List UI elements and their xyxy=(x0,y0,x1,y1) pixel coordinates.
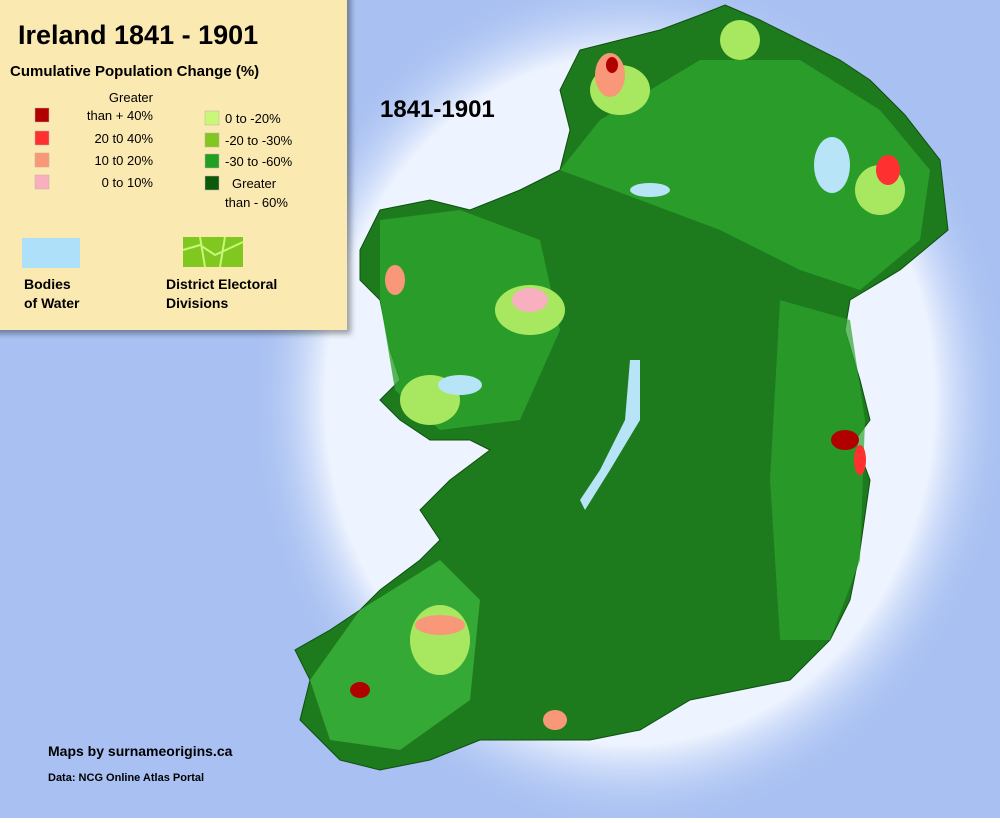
legend-label: -20 to -30% xyxy=(225,133,293,148)
lakes xyxy=(438,137,850,510)
area xyxy=(415,615,465,635)
keys: Bodies of Water District Electoral Division… xyxy=(24,276,277,311)
legend-label: 10 t0 20% xyxy=(94,153,153,168)
legend-swatch xyxy=(204,175,220,191)
legend-label: than + 40% xyxy=(87,108,154,123)
legend-label: Greater xyxy=(232,176,277,191)
region-north xyxy=(560,60,930,290)
lake xyxy=(630,183,670,197)
legend-swatch xyxy=(204,153,220,169)
credit: Maps by surnameorigins.ca xyxy=(48,743,233,759)
legend-label: than - 60% xyxy=(225,195,288,210)
legend-swatch xyxy=(34,130,50,146)
ded-boundaries xyxy=(182,236,244,268)
area xyxy=(606,57,618,73)
map-label: 1841-1901 xyxy=(380,96,495,123)
area xyxy=(385,265,405,295)
subtitle: Cumulative Population Change (%) xyxy=(10,63,259,80)
legend: Greater than + 40% 20 t0 40% 10 t0 20% 0 to … xyxy=(34,90,293,210)
increase-areas xyxy=(350,53,900,730)
ireland xyxy=(294,4,949,771)
legend-swatch xyxy=(204,132,220,148)
title: Ireland 1841 - 1901 xyxy=(18,20,258,50)
legend-label: 20 t0 40% xyxy=(94,131,153,146)
area xyxy=(854,445,866,475)
legend-label: Greater xyxy=(109,90,154,105)
legend-label: -30 to -60% xyxy=(225,154,293,169)
legend-swatch xyxy=(204,110,220,126)
area xyxy=(350,682,370,698)
area xyxy=(876,155,900,185)
legend-panel xyxy=(0,0,347,330)
key-label: Divisions xyxy=(166,295,228,311)
legend-label: 0 to -20% xyxy=(225,111,281,126)
area xyxy=(543,710,567,730)
source: Data: NCG Online Atlas Portal xyxy=(48,772,204,784)
legend-swatch xyxy=(34,174,50,190)
legend-swatch xyxy=(34,107,50,123)
legend-label: 0 to 10% xyxy=(102,175,154,190)
water-swatch xyxy=(22,238,80,268)
region-east xyxy=(770,300,865,640)
ded-swatch xyxy=(182,236,244,268)
lake xyxy=(580,360,640,510)
ded-swatch-base xyxy=(183,237,243,267)
patch xyxy=(720,20,760,60)
lake xyxy=(814,137,850,193)
region-west xyxy=(380,210,560,430)
legend-swatch xyxy=(34,152,50,168)
lake xyxy=(438,375,482,395)
key-label: of Water xyxy=(24,295,80,311)
key-label: District Electoral xyxy=(166,276,277,292)
area xyxy=(512,288,548,312)
area xyxy=(831,430,859,450)
key-label: Bodies xyxy=(24,276,71,292)
